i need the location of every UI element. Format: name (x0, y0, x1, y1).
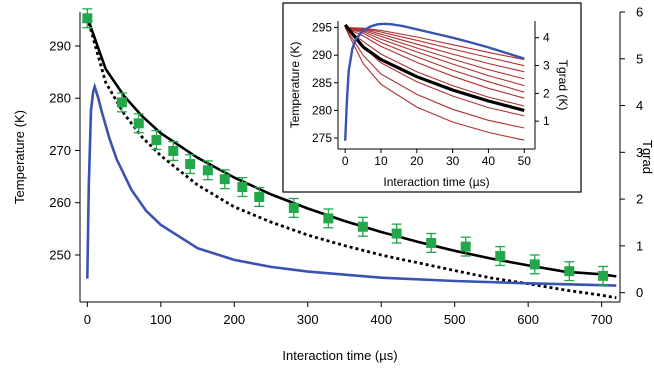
inset-x-tick-label: 40 (482, 154, 496, 168)
y2-axis-label: Tgrad (640, 140, 654, 174)
tgrad-line (86, 82, 617, 287)
inset-red-line (345, 27, 525, 73)
data-point (168, 145, 179, 156)
x-axis-label: Interaction time (µs) (282, 348, 397, 363)
data-point (116, 97, 127, 108)
inset-x-tick-label: 20 (410, 154, 424, 168)
y-axis-label: Temperature (K) (12, 110, 27, 204)
y2-tick-label: 0 (636, 285, 643, 300)
data-point (460, 241, 471, 252)
x-tick-label: 600 (517, 312, 539, 327)
inset-y-axis-label: Temperature (K) (288, 42, 302, 129)
data-point (254, 191, 265, 202)
data-point (219, 174, 230, 185)
inset-y2-tick-label: 1 (543, 114, 550, 128)
data-point (426, 237, 437, 248)
inset-frame (282, 2, 582, 193)
y-tick-label: 270 (49, 143, 71, 158)
inset-black-line (343, 23, 525, 112)
y-tick-label: 290 (49, 38, 71, 53)
y2-tick-label: 1 (636, 238, 643, 253)
inset-x-tick-label: 50 (518, 154, 532, 168)
y2-tick-label: 6 (636, 5, 643, 20)
x-tick-label: 100 (150, 312, 172, 327)
inset-x-tick-label: 30 (446, 154, 460, 168)
data-point (357, 221, 368, 232)
y2-tick-label: 3 (636, 145, 643, 160)
inset-red-line (344, 27, 525, 129)
data-point (391, 228, 402, 239)
data-point (133, 118, 144, 129)
data-point (82, 13, 93, 24)
inset-y2-tick-label: 2 (543, 86, 550, 100)
data-point (529, 259, 540, 270)
x-tick-label: 200 (223, 312, 245, 327)
data-point (564, 266, 575, 277)
inset-y-tick-label: 280 (312, 103, 332, 117)
data-point (202, 165, 213, 176)
inset-y2-tick-label: 3 (543, 59, 550, 73)
inset-y-tick-label: 295 (312, 21, 332, 35)
inset-y2-axis-label: Tgrad (K) (556, 60, 570, 111)
x-tick-label: 0 (84, 312, 91, 327)
x-tick-label: 700 (591, 312, 613, 327)
inset-red-line (345, 27, 525, 93)
data-point (323, 213, 334, 224)
data-point (598, 270, 609, 281)
x-tick-label: 300 (297, 312, 319, 327)
data-point (495, 251, 506, 262)
data-point (151, 135, 162, 146)
data-point (185, 159, 196, 170)
inset-x-axis-label: Interaction time (µs) (383, 175, 489, 189)
y2-tick-label: 4 (636, 98, 643, 113)
inset-red-line (345, 27, 525, 67)
data-point (237, 182, 248, 193)
inset-red-line (344, 27, 525, 107)
x-tick-label: 400 (370, 312, 392, 327)
y-tick-label: 250 (49, 247, 71, 262)
x-tick-label: 500 (444, 312, 466, 327)
inset-y-tick-label: 275 (312, 131, 332, 145)
inset-red-line (344, 27, 525, 99)
inset-y-tick-label: 285 (312, 76, 332, 90)
inset-x-tick-label: 0 (342, 154, 349, 168)
inset-y2-tick-label: 4 (543, 31, 550, 45)
inset-tgrad-line (344, 22, 525, 141)
inset-x-tick-label: 10 (374, 154, 388, 168)
y2-tick-label: 5 (636, 51, 643, 66)
y-tick-label: 260 (49, 195, 71, 210)
y-tick-label: 280 (49, 91, 71, 106)
data-point (288, 202, 299, 213)
inset-y-tick-label: 290 (312, 48, 332, 62)
y2-tick-label: 2 (636, 192, 643, 207)
inset-red-line (344, 27, 525, 141)
